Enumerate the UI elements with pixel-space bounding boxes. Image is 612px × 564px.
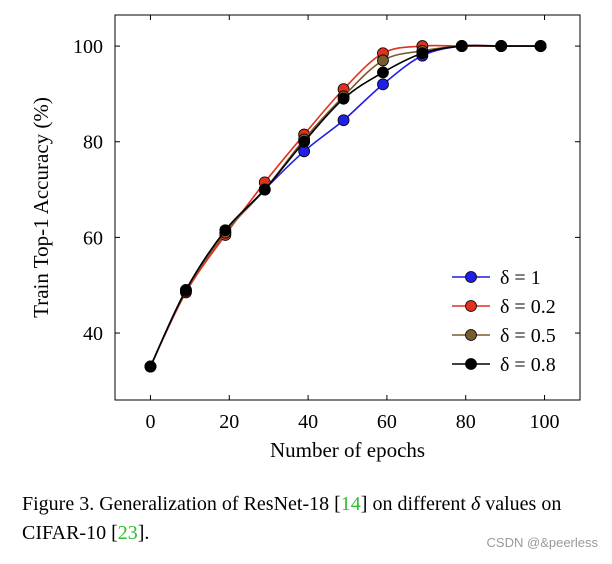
data-point bbox=[377, 54, 389, 67]
citation-link-14[interactable]: 14 bbox=[340, 493, 361, 515]
legend-marker bbox=[465, 271, 477, 283]
data-point bbox=[377, 66, 389, 79]
data-point bbox=[258, 183, 271, 196]
legend-label: δ = 0.8 bbox=[500, 354, 556, 376]
citation-link-23[interactable]: 23 bbox=[117, 522, 138, 544]
legend: δ = 1 δ = 0.2 δ = 0.5 δ = 0.8 bbox=[452, 267, 556, 376]
series-3 bbox=[144, 40, 547, 373]
x-tick-label: 80 bbox=[456, 411, 476, 433]
data-point bbox=[416, 47, 429, 60]
x-tick-label: 20 bbox=[219, 411, 239, 433]
legend-label: δ = 1 bbox=[500, 267, 541, 289]
caption-middle2: values on CIFAR-10 [ bbox=[22, 493, 562, 544]
data-point bbox=[219, 224, 232, 237]
data-point bbox=[180, 284, 192, 296]
data-point bbox=[337, 114, 350, 127]
watermark: CSDN @&peerless bbox=[486, 535, 598, 550]
figure-caption: Figure 3. Generalization of ResNet-18 [1… bbox=[22, 490, 597, 548]
data-point bbox=[495, 40, 508, 52]
legend-marker bbox=[465, 358, 477, 370]
plot-frame bbox=[114, 14, 581, 401]
x-tick-label: 60 bbox=[377, 411, 397, 433]
data-point bbox=[144, 360, 157, 373]
series-1 bbox=[144, 40, 547, 373]
data-point bbox=[377, 78, 389, 91]
line-chart: 0 20 40 60 80 100 40 60 80 100 Number of epochs Tra… bbox=[29, 14, 581, 462]
data-point bbox=[337, 92, 350, 105]
y-tick-label: 80 bbox=[83, 132, 103, 154]
data-point bbox=[534, 40, 547, 52]
x-tick-label: 0 bbox=[145, 411, 155, 433]
data-point bbox=[455, 40, 468, 52]
legend-marker bbox=[465, 329, 477, 341]
data-point bbox=[298, 135, 311, 148]
x-tick-label: 100 bbox=[530, 411, 560, 433]
caption-middle: ] on different bbox=[360, 493, 471, 515]
legend-marker bbox=[465, 300, 477, 312]
caption-suffix: ]. bbox=[137, 522, 150, 544]
caption-prefix: Figure 3. Generalization of ResNet-18 [ bbox=[22, 493, 341, 515]
y-tick-label: 60 bbox=[83, 227, 103, 249]
x-tick-label: 40 bbox=[298, 411, 318, 433]
caption-delta: δ bbox=[470, 493, 481, 515]
y-tick-label: 40 bbox=[83, 323, 103, 345]
legend-label: δ = 0.5 bbox=[500, 325, 556, 347]
x-axis-label: Number of epochs bbox=[270, 438, 425, 462]
y-axis-label: Train Top-1 Accuracy (%) bbox=[29, 97, 53, 318]
legend-label: δ = 0.2 bbox=[500, 296, 556, 318]
y-tick-label: 100 bbox=[73, 36, 103, 58]
